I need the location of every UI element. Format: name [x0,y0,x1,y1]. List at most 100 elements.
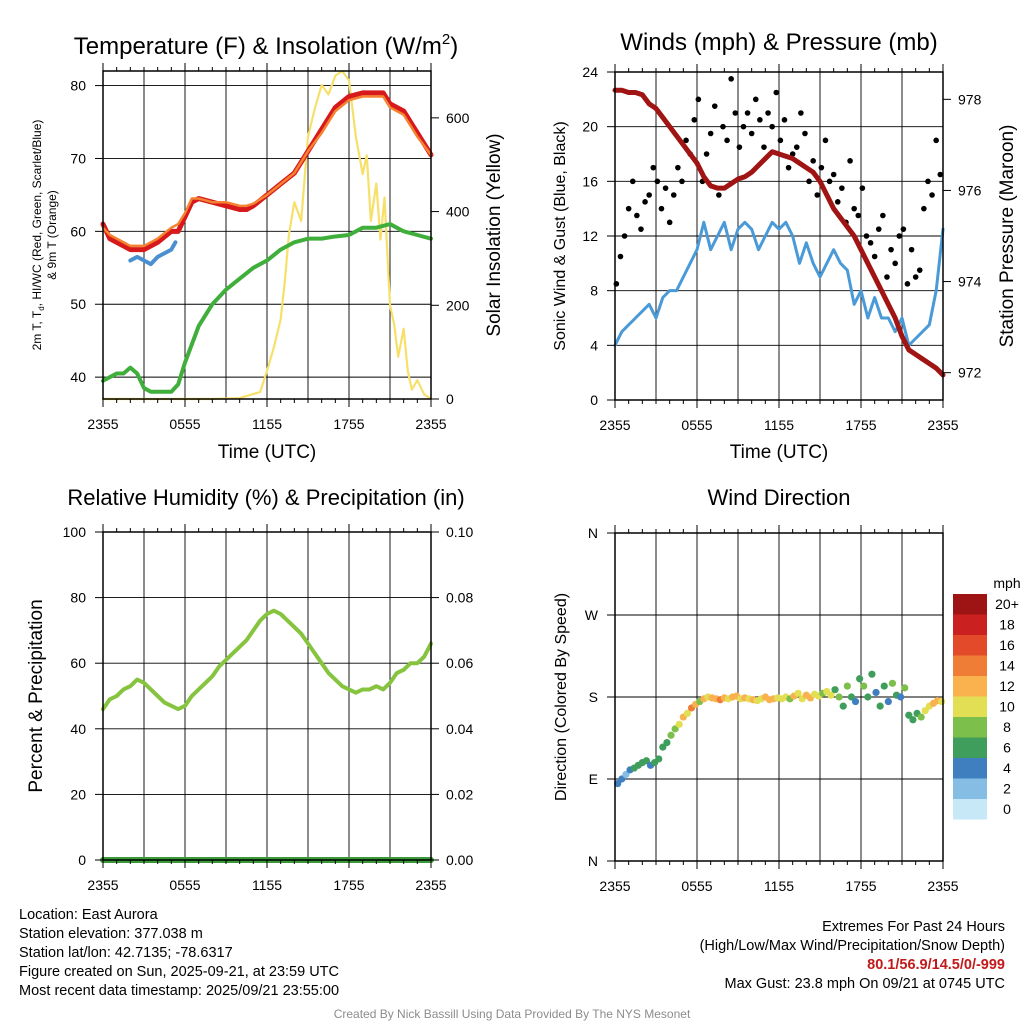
gust-point [847,158,853,164]
direction-point [888,679,897,687]
direction-point [839,702,847,710]
colorbar-label: 8 [1003,719,1011,735]
gust-point [859,185,866,191]
gust-point [912,274,919,280]
y2-tick-label: 0.10 [446,524,473,540]
credit-line: Created By Nick Bassill Using Data Provi… [333,1007,691,1021]
direction-x-tick-labels: 2355 0555 1155 1755 2355 [599,878,958,894]
gust-point [711,103,718,109]
x-tick-label: 2355 [87,877,118,893]
y2-tick-label: 600 [446,110,470,126]
y2-tick-label: 0.08 [446,590,473,606]
extremes-legend: (High/Low/Max Wind/Precipitation/Snow De… [699,938,1005,954]
direction-panel: Wind Direction 2355 0555 1155 1755 2355 N E S W… [553,485,1021,894]
colorbar-label: 2 [1003,781,1011,797]
direction-point [909,716,917,724]
temperature-y2-tick-labels: 0 200 400 600 [446,110,470,407]
x-tick-label: 1155 [764,878,794,894]
humidity-panel: Relative Humidity (%) & Precipitation (i… [26,485,473,893]
direction-point [663,738,671,747]
colorbar-swatch [953,614,987,635]
x-tick-label: 1755 [333,877,364,893]
y-tick-label: 80 [70,78,86,94]
direction-point [938,697,946,706]
temperature-title: Temperature (F) & Insolation (W/m2) [74,31,458,60]
series-2m-t [100,90,434,253]
gust-point [716,192,722,198]
gust-point [925,178,931,185]
temperature-ticks [95,63,439,407]
y-tick-label: N [588,525,598,541]
gust-point [728,76,734,82]
direction-point [864,693,872,701]
colorbar-swatch [953,737,987,758]
gust-point [625,205,632,212]
x-tick-label: 2355 [599,878,630,894]
y-tick-label: 20 [582,119,598,135]
y-tick-label: N [588,853,598,869]
winds-title: Winds (mph) & Pressure (mb) [620,29,937,56]
y-tick-label: 8 [590,283,598,299]
y2-tick-label: 0.04 [446,721,473,737]
y-tick-label: S [589,689,598,705]
direction-point [901,684,909,692]
humidity-y-tick-labels: 0 20 40 60 80 100 [63,524,87,868]
gust-point [875,226,882,232]
direction-point [655,755,663,763]
direction-point [675,720,683,728]
x-tick-label: 1755 [845,878,876,894]
y-tick-label: W [585,607,599,623]
x-tick-label: 2355 [415,877,446,893]
series-heat-index-wind-chill [128,240,178,267]
x-tick-label: 1755 [333,416,364,432]
x-tick-label: 2355 [415,416,446,432]
gust-point [634,212,640,219]
gust-point [695,96,702,103]
gust-point [896,233,903,239]
y2-tick-label: 400 [446,204,470,220]
y-tick-label: E [589,771,598,787]
temperature-panel: Temperature (F) & Insolation (W/m2) 2355… [30,31,505,463]
gust-point [789,151,796,157]
max-gust: Max Gust: 23.8 mph On 09/21 at 0745 UTC [724,976,1005,992]
y-tick-label: 100 [63,524,87,540]
gust-point [818,164,825,171]
y2-tick-label: 976 [958,182,982,198]
direction-point [667,731,675,739]
colorbar-swatch [953,799,987,820]
colorbar-swatch [953,676,987,697]
colorbar-label: 14 [999,658,1015,674]
gust-point [884,274,890,280]
y-tick-label: 0 [590,392,598,408]
colorbar-label: 10 [999,699,1015,715]
station-location: Location: East Aurora [19,907,158,923]
gust-point [638,226,644,232]
insolation-y2-axis-label: Solar Insolation (Yellow) [484,133,505,336]
y2-tick-label: 978 [958,91,982,107]
gust-point [732,110,739,116]
x-tick-label: 2355 [87,416,118,432]
gust-point [617,253,624,260]
gust-point [802,130,808,137]
x-tick-label: 2355 [599,417,630,433]
gust-point [880,212,886,219]
direction-point [856,675,864,683]
colorbar-swatch [953,635,987,656]
direction-point [868,670,876,678]
direction-point [884,697,892,706]
direction-point [794,689,802,697]
y2-tick-label: 0.02 [446,786,473,802]
direction-ticks [607,525,944,869]
humidity-y-axis-label: Percent & Precipitation [26,599,47,792]
temperature-x-tick-labels: 2355 0555 1155 1755 2355 [87,416,446,432]
series-station-pressure [612,87,946,378]
extremes-info: Extremes For Past 24 Hours (High/Low/Max… [700,918,1005,994]
gust-point [736,144,743,150]
y-tick-label: 0 [78,852,86,868]
humidity-y2-tick-labels: 0.00 0.02 0.04 0.06 0.08 0.10 [446,524,473,868]
gust-point [646,192,652,198]
gust-point [851,205,857,212]
x-tick-label: 1755 [845,417,876,433]
gust-point [761,144,767,150]
humidity-grid [103,531,431,861]
